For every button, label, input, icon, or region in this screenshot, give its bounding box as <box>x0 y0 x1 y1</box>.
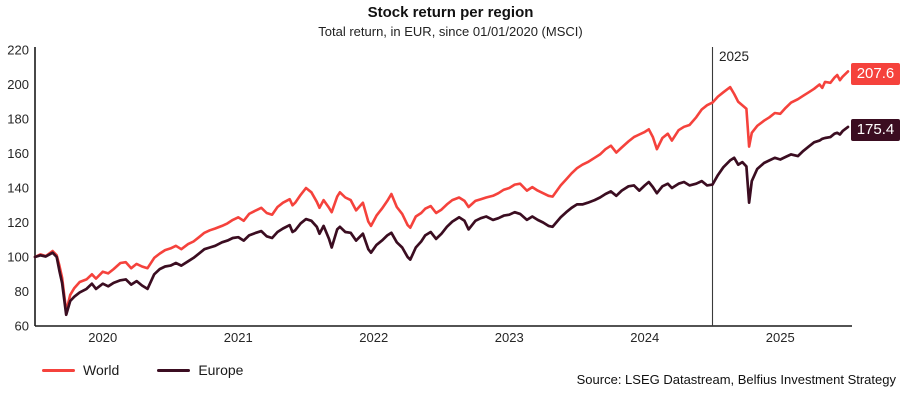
y-tick-label: 200 <box>7 77 29 92</box>
legend-item-world: World <box>42 362 119 378</box>
legend-item-europe: Europe <box>157 362 243 378</box>
world-end-value-badge: 207.6 <box>851 63 900 85</box>
x-tick-label: 2025 <box>766 330 795 345</box>
x-tick-label: 2021 <box>224 330 253 345</box>
chart-subtitle: Total return, in EUR, since 01/01/2020 (… <box>318 24 583 39</box>
europe-end-value-badge: 175.4 <box>851 119 900 141</box>
y-tick-label: 120 <box>7 215 29 230</box>
world-line <box>33 70 850 313</box>
y-tick-label: 140 <box>7 181 29 196</box>
y-tick-label: 100 <box>7 250 29 265</box>
y-tick-label: 160 <box>7 146 29 161</box>
europe-line-swatch <box>157 368 191 372</box>
x-tick-label: 2022 <box>359 330 388 345</box>
source-note: Source: LSEG Datastream, Belfius Investm… <box>576 372 896 387</box>
legend-label-world: World <box>83 362 120 378</box>
y-tick-label: 60 <box>15 319 29 334</box>
y-tick-label: 180 <box>7 112 29 127</box>
vline-year-annotation: 2025 <box>719 49 750 64</box>
y-tick-label: 220 <box>7 43 29 58</box>
x-tick-label: 2024 <box>630 330 659 345</box>
legend: World Europe <box>42 362 271 378</box>
legend-label-europe: Europe <box>198 362 244 378</box>
europe-line <box>33 125 850 317</box>
y-tick-label: 80 <box>15 284 29 299</box>
x-tick-label: 2023 <box>495 330 524 345</box>
world-line-swatch <box>42 368 75 372</box>
chart-title: Stock return per region <box>367 4 534 21</box>
x-tick-label: 2020 <box>88 330 117 345</box>
